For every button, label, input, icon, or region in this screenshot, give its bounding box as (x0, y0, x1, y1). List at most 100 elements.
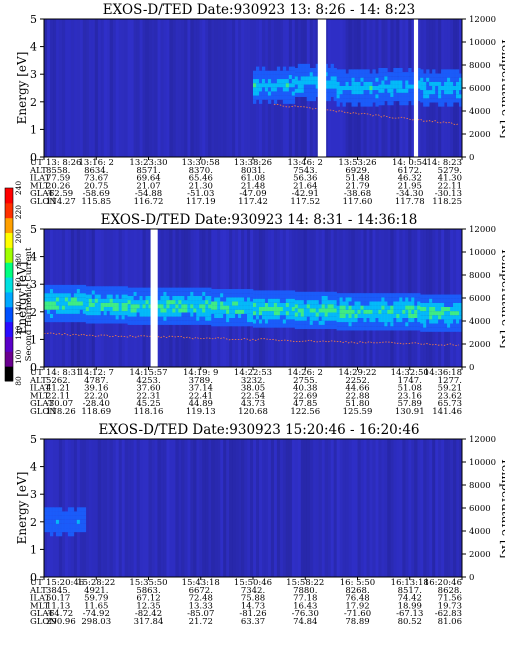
spectrogram-cell (294, 295, 299, 301)
spectrogram-cell (378, 305, 382, 310)
spectrogram-cell (85, 311, 90, 316)
spectrogram-cell (357, 313, 361, 319)
spectrogram-cell (444, 319, 448, 324)
spectrogram-cell (396, 72, 400, 77)
spectrogram-cell (270, 91, 275, 96)
spectrogram-cell (339, 309, 343, 314)
spectrogram-cell (115, 311, 119, 316)
spectrogram-cell (375, 326, 379, 331)
spectrogram-cell (264, 323, 269, 328)
spectrogram-cell (58, 519, 63, 524)
spectrogram-cell (378, 96, 382, 102)
spectrogram-cell (226, 297, 230, 302)
table-cell: 118.25 (432, 197, 462, 207)
spectrogram-cell (49, 507, 54, 512)
spectrogram-cell (363, 313, 367, 319)
spectrogram-column (214, 439, 218, 577)
spectrogram-cell (399, 84, 403, 89)
spectrogram-cell (345, 322, 349, 327)
spectrogram-cell (342, 305, 346, 310)
spectrogram-cell (264, 302, 269, 307)
table-cell: 14:19: 9 (183, 368, 218, 378)
colorbar-swatch (5, 202, 13, 219)
spectrogram-cell (375, 301, 379, 306)
spectrogram-cell (279, 302, 284, 307)
spectrogram-cell (456, 94, 460, 99)
y2-tick-label: 6000 (469, 504, 491, 514)
spectrogram-cell (61, 528, 66, 533)
spectrogram-cell (166, 312, 170, 317)
table-cell: 5279. (438, 166, 462, 176)
spectrogram-cell (429, 81, 433, 86)
spectrogram-column (273, 439, 278, 577)
spectrogram-cell (187, 300, 191, 305)
spectrogram-cell (450, 327, 454, 332)
spectrogram-cell (408, 88, 412, 93)
spectrogram-cell (187, 312, 191, 317)
spectrogram-column (456, 439, 460, 577)
spectrogram-cell (232, 289, 236, 294)
spectrogram-cell (306, 76, 311, 81)
spectrogram-cell (121, 294, 125, 299)
table-cell: 8370. (189, 166, 213, 176)
spectrogram-cell (261, 290, 266, 295)
spectrogram-cell (261, 83, 266, 88)
spectrogram-cell (261, 323, 266, 328)
spectrogram-cell (345, 90, 349, 95)
spectrogram-cell (229, 305, 233, 310)
spectrogram-cell (357, 85, 361, 91)
spectrogram-cell (142, 300, 146, 305)
spectrogram-column (453, 439, 457, 577)
spectrogram-column (238, 439, 242, 577)
spectrogram-cell (426, 69, 430, 74)
spectrogram-cell (61, 293, 66, 298)
spectrogram-cell (184, 300, 188, 305)
table-cell: 37.14 (189, 384, 213, 394)
spectrogram-cell (288, 70, 293, 75)
spectrogram-cell (390, 76, 394, 81)
spectrogram-cell (372, 293, 376, 298)
spectrogram-cell (342, 98, 346, 103)
spectrogram-cell (291, 323, 296, 328)
spectrogram-cell (297, 295, 302, 301)
spectrogram-cell (187, 316, 191, 321)
spectrogram-cell (291, 306, 296, 312)
spectrogram-cell (453, 298, 457, 303)
spectrogram-cell (387, 305, 391, 310)
spectrogram-cell (336, 73, 340, 78)
spectrogram-cell (315, 324, 319, 330)
spectrogram-cell (85, 286, 90, 291)
spectrogram-cell (100, 311, 105, 316)
spectrogram-column (187, 439, 191, 577)
spectrogram-cell (423, 315, 427, 320)
spectrogram-column (133, 19, 137, 157)
spectrogram-cell (366, 301, 370, 306)
spectrogram-cell (300, 88, 305, 93)
spectrogram-cell (46, 523, 51, 529)
spectrogram-cell (61, 511, 66, 516)
spectrogram-cell (205, 291, 209, 296)
spectrogram-cell (58, 284, 63, 290)
spectrogram-cell (44, 289, 48, 294)
spectrogram-cell (202, 291, 206, 296)
spectrogram-cell (354, 318, 358, 323)
spectrogram-cell (61, 297, 66, 302)
spectrogram-cell (64, 284, 69, 290)
spectrogram-cell (459, 298, 463, 303)
spectrogram-cell (375, 297, 379, 302)
spectrogram-cell (336, 301, 340, 306)
spectrogram-cell (339, 293, 343, 298)
spectrogram-cell (423, 294, 427, 299)
spectrogram-column (76, 19, 81, 157)
spectrogram-cell (390, 297, 394, 302)
spectrogram-cell (366, 326, 370, 331)
spectrogram-cell (55, 528, 60, 533)
spectrogram-cell (82, 309, 87, 314)
spectrogram-cell (318, 308, 322, 313)
spectrogram-cell (235, 297, 239, 302)
spectrogram-cell (279, 95, 284, 100)
spectrogram-cell (402, 84, 406, 89)
table-cell: 14.73 (241, 601, 265, 611)
spectrogram-cell (112, 290, 116, 295)
spectrogram-cell (279, 315, 284, 320)
